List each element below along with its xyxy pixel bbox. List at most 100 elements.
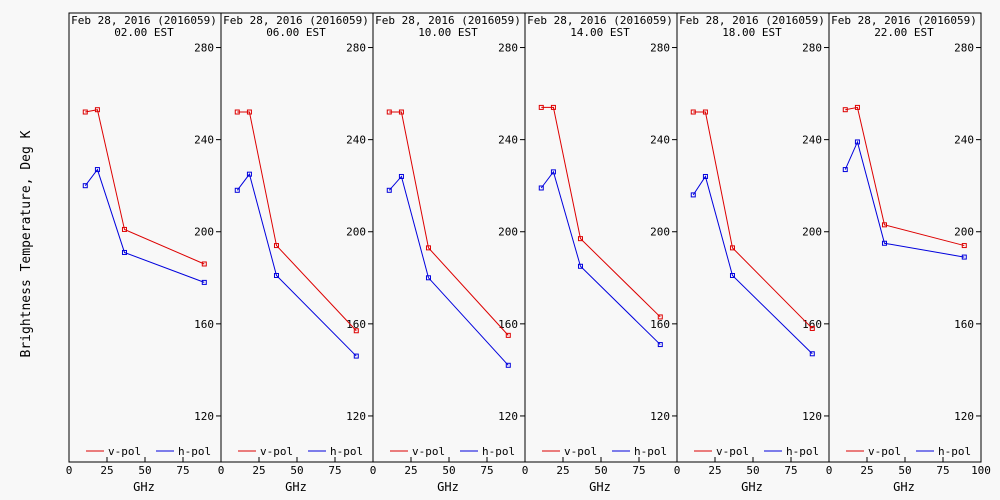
x-axis-label: GHz bbox=[285, 480, 307, 494]
data-point-v-pol bbox=[201, 261, 207, 267]
y-tick-label: 200 bbox=[346, 226, 366, 239]
data-point-h-pol bbox=[809, 351, 815, 357]
y-tick-label: 160 bbox=[498, 318, 518, 331]
data-point-h-pol bbox=[505, 362, 511, 368]
y-tick-label: 280 bbox=[802, 42, 822, 55]
data-point-h-pol bbox=[201, 279, 207, 285]
data-point-h-pol bbox=[690, 192, 696, 198]
x-tick-label: 0 bbox=[218, 464, 225, 477]
x-axis-label: GHz bbox=[589, 480, 611, 494]
data-point-v-pol bbox=[273, 243, 279, 249]
data-point-v-pol bbox=[577, 236, 583, 242]
panel-2: Feb 28, 2016 (2016059)06.00 EST 120 160 200… bbox=[218, 12, 374, 494]
data-point-h-pol bbox=[550, 169, 556, 175]
data-point-h-pol bbox=[398, 173, 404, 179]
series-line-v-pol bbox=[237, 111, 357, 332]
x-tick-label: 75 bbox=[328, 464, 341, 477]
x-tick-label: 50 bbox=[746, 464, 759, 477]
x-tick-label: 75 bbox=[176, 464, 189, 477]
data-point-h-pol bbox=[425, 275, 431, 281]
series-line-h-pol bbox=[692, 175, 813, 355]
data-point-h-pol bbox=[881, 240, 887, 246]
data-point-v-pol bbox=[961, 243, 967, 249]
y-tick-label: 120 bbox=[954, 410, 974, 423]
data-point-h-pol bbox=[353, 353, 359, 359]
y-tick-label: 200 bbox=[802, 226, 822, 239]
data-point-h-pol bbox=[729, 272, 735, 278]
y-tick-label: 160 bbox=[346, 318, 366, 331]
data-point-h-pol bbox=[121, 249, 127, 255]
data-point-v-pol bbox=[538, 104, 544, 110]
panel-title: Feb 28, 2016 (2016059) bbox=[679, 14, 825, 27]
y-tick-label: 200 bbox=[498, 226, 518, 239]
data-point-h-pol bbox=[538, 185, 544, 191]
data-point-v-pol bbox=[505, 332, 511, 338]
y-tick-label: 120 bbox=[346, 410, 366, 423]
data-point-h-pol bbox=[842, 167, 848, 173]
x-tick-label: 25 bbox=[860, 464, 873, 477]
series-line-h-pol bbox=[236, 173, 357, 357]
data-point-v-pol bbox=[234, 109, 240, 115]
legend-label: h-pol bbox=[330, 445, 363, 458]
data-point-v-pol bbox=[386, 109, 392, 115]
data-point-h-pol bbox=[246, 171, 252, 177]
x-tick-label: 25 bbox=[252, 464, 265, 477]
y-tick-label: 280 bbox=[194, 42, 214, 55]
x-tick-label: 50 bbox=[594, 464, 607, 477]
series-line-v-pol bbox=[541, 106, 661, 318]
y-tick-label: 120 bbox=[650, 410, 670, 423]
x-tick-label: 75 bbox=[632, 464, 645, 477]
legend-label: v-pol bbox=[412, 445, 445, 458]
y-tick-label: 240 bbox=[954, 134, 974, 147]
x-tick-label: 75 bbox=[936, 464, 949, 477]
series-line-h-pol bbox=[540, 170, 661, 345]
panel-1: Feb 28, 2016 (2016059)02.00 EST 120 160 200… bbox=[66, 12, 222, 494]
data-point-h-pol bbox=[702, 173, 708, 179]
panel-subtitle: 14.00 EST bbox=[570, 26, 630, 39]
data-point-v-pol bbox=[353, 328, 359, 334]
data-point-v-pol bbox=[550, 104, 556, 110]
panel-4: Feb 28, 2016 (2016059)14.00 EST 120 160 200… bbox=[522, 12, 678, 494]
y-tick-label: 280 bbox=[498, 42, 518, 55]
data-point-v-pol bbox=[702, 109, 708, 115]
data-point-h-pol bbox=[82, 183, 88, 189]
x-tick-label: 50 bbox=[290, 464, 303, 477]
x-axis-label: GHz bbox=[133, 480, 155, 494]
panel-subtitle: 02.00 EST bbox=[114, 26, 174, 39]
series-line-v-pol bbox=[693, 111, 813, 329]
x-tick-label: 0 bbox=[66, 464, 73, 477]
data-point-v-pol bbox=[82, 109, 88, 115]
data-point-v-pol bbox=[690, 109, 696, 115]
y-tick-label: 160 bbox=[194, 318, 214, 331]
x-tick-label: 0 bbox=[370, 464, 377, 477]
legend-label: h-pol bbox=[786, 445, 819, 458]
data-point-h-pol bbox=[577, 263, 583, 269]
y-axis-title: Brightness Temperature, Deg K bbox=[19, 130, 34, 357]
data-point-v-pol bbox=[246, 109, 252, 115]
data-point-v-pol bbox=[842, 107, 848, 113]
panel-6: Feb 28, 2016 (2016059)22.00 EST 120 160 200… bbox=[826, 12, 991, 494]
x-tick-label: 50 bbox=[442, 464, 455, 477]
panel-5: Feb 28, 2016 (2016059)18.00 EST 120 160 200… bbox=[674, 12, 830, 494]
y-tick-label: 200 bbox=[194, 226, 214, 239]
legend-label: v-pol bbox=[564, 445, 597, 458]
y-tick-label: 200 bbox=[650, 226, 670, 239]
series-line-v-pol bbox=[85, 109, 205, 265]
panel-title: Feb 28, 2016 (2016059) bbox=[527, 14, 673, 27]
x-tick-label: 75 bbox=[784, 464, 797, 477]
chart-panels: Feb 28, 2016 (2016059) 02.00 EST 120 160 200… bbox=[66, 12, 991, 494]
series-line-h-pol bbox=[388, 175, 509, 366]
panel-3: Feb 28, 2016 (2016059)10.00 EST 120 160 200… bbox=[370, 12, 526, 494]
data-point-v-pol bbox=[881, 222, 887, 228]
x-tick-label: 0 bbox=[674, 464, 681, 477]
data-point-v-pol bbox=[729, 245, 735, 251]
y-tick-label: 200 bbox=[954, 226, 974, 239]
y-tick-label: 240 bbox=[650, 134, 670, 147]
y-tick-label: 160 bbox=[650, 318, 670, 331]
legend-label: v-pol bbox=[260, 445, 293, 458]
x-tick-label: 50 bbox=[898, 464, 911, 477]
data-point-v-pol bbox=[425, 245, 431, 251]
legend-label: h-pol bbox=[938, 445, 971, 458]
series-line-v-pol bbox=[389, 111, 509, 336]
